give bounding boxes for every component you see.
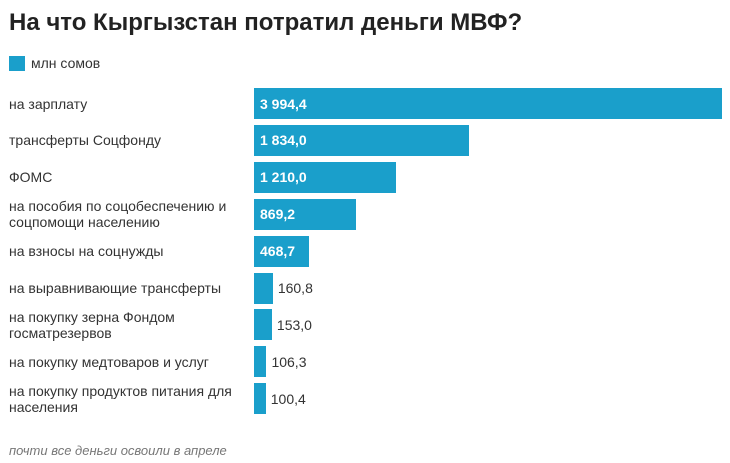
bar-row: на пособия по соцобеспечению и соцпомощи… xyxy=(0,198,730,231)
value-label: 869,2 xyxy=(260,206,296,223)
value-label: 3 994,4 xyxy=(260,95,307,112)
category-label: ФОМС xyxy=(9,169,53,186)
bar-row: на взносы на соцнужды 468,7 xyxy=(0,235,730,267)
category-label: на выравнивающие трансферты xyxy=(9,280,222,296)
value-label: 160,8 xyxy=(277,280,313,296)
chart-title: На что Кыргызстан потратил деньги МВФ? xyxy=(9,9,523,36)
bar-row: на покупку зерна Фондом госматрезервов 15… xyxy=(0,308,730,341)
bar xyxy=(254,161,396,193)
category-label: на пособия по соцобеспечению и соцпомощи… xyxy=(9,198,227,231)
category-label: трансферты Соцфонду xyxy=(9,132,161,149)
bar xyxy=(254,235,309,267)
legend-swatch xyxy=(9,55,25,71)
bar xyxy=(254,383,266,415)
bar xyxy=(254,309,272,341)
bar-row: трансферты Соцфонду 1 834,0 xyxy=(0,124,730,156)
category-label: на покупку зерна Фондом госматрезервов xyxy=(9,308,175,341)
bar xyxy=(254,346,267,378)
legend: млн сомов xyxy=(9,54,100,72)
legend-label: млн сомов xyxy=(31,55,101,71)
bar-row: на покупку медтоваров и услуг 106,3 xyxy=(0,346,730,378)
bar-row: на покупку продуктов питания для населен… xyxy=(0,382,730,415)
value-label: 1 210,0 xyxy=(260,169,307,186)
value-label: 106,3 xyxy=(271,353,307,370)
category-label: на зарплату xyxy=(9,95,88,112)
bar-row: ФОМС 1 210,0 xyxy=(0,161,730,193)
value-label: 468,7 xyxy=(260,243,296,260)
footnote: почти все деньги освоили в апреле xyxy=(9,443,227,458)
value-label: 1 834,0 xyxy=(260,132,307,149)
bar xyxy=(254,124,469,156)
value-label: 153,0 xyxy=(276,316,312,333)
category-label: на покупку медтоваров и услуг xyxy=(9,353,209,370)
category-label: на взносы на соцнужды xyxy=(9,243,164,260)
bar xyxy=(254,272,273,304)
bar-row: на выравнивающие трансферты 160,8 xyxy=(0,272,730,304)
bar-row: на зарплату 3 994,4 xyxy=(0,88,730,119)
value-label: 100,4 xyxy=(270,390,306,407)
category-label: на покупку продуктов питания для населен… xyxy=(9,382,232,415)
bar xyxy=(254,88,722,119)
bar xyxy=(254,198,356,230)
